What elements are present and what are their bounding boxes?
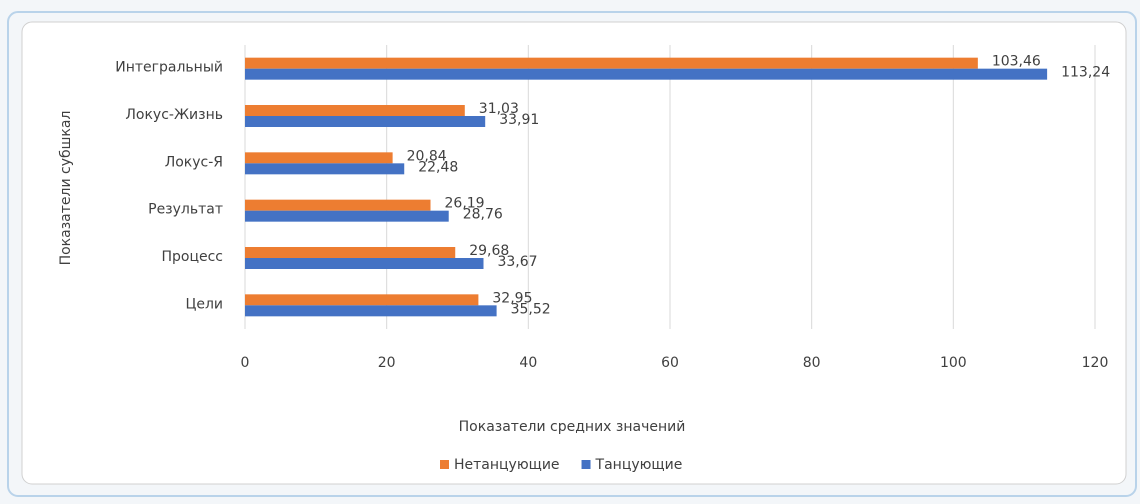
bar [245, 57, 978, 69]
legend-label: Танцующие [595, 457, 683, 473]
x-tick-label: 120 [1082, 355, 1109, 371]
data-label: 31,03 [479, 101, 519, 117]
bar [245, 294, 479, 306]
bar [245, 258, 484, 269]
data-label: 33,91 [499, 112, 539, 128]
data-label: 35,52 [511, 301, 551, 317]
bar [245, 210, 449, 222]
chart-area [21, 21, 1127, 485]
data-label: 29,68 [469, 243, 509, 259]
bar [245, 199, 431, 211]
x-tick-label: 80 [803, 355, 821, 371]
x-tick-label: 40 [519, 355, 537, 371]
legend-swatch [440, 460, 449, 469]
selection-frame [7, 11, 1137, 497]
y-tick-label: Результат [148, 202, 223, 218]
data-label: 20,84 [407, 148, 447, 164]
legend-label: Нетанцующие [454, 457, 560, 473]
bar [245, 163, 405, 175]
y-tick-label: Процесс [161, 249, 223, 265]
y-tick-label: Локус-Я [165, 154, 223, 170]
bar [245, 105, 465, 116]
data-label: 28,76 [463, 207, 503, 223]
x-tick-label: 60 [661, 355, 679, 371]
bar [245, 305, 497, 317]
x-axis-title: Показатели средних значений [459, 419, 686, 435]
data-label: 33,67 [497, 254, 537, 270]
bar [245, 247, 456, 258]
data-label: 113,24 [1061, 65, 1110, 81]
x-tick-label: 20 [378, 355, 396, 371]
data-label: 103,46 [992, 54, 1041, 70]
x-tick-label: 100 [940, 355, 967, 371]
bar [245, 68, 1048, 80]
data-label: 32,95 [492, 290, 532, 306]
data-label: 22,48 [418, 159, 458, 175]
legend-swatch [581, 460, 591, 469]
x-tick-label: 0 [241, 355, 250, 371]
bar [245, 116, 486, 127]
y-tick-label: Интегральный [115, 60, 223, 76]
y-tick-label: Цели [185, 296, 223, 312]
bar [245, 152, 393, 164]
y-tick-label: Локус-Жизнь [125, 107, 223, 123]
y-axis-title: Показатели субшкал [58, 111, 74, 266]
data-label: 26,19 [445, 196, 485, 212]
